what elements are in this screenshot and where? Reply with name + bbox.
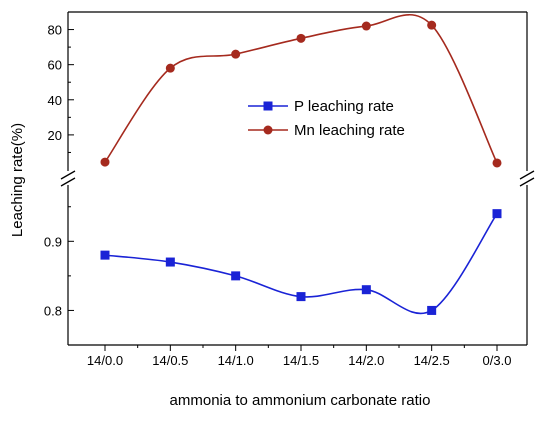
data-point-p xyxy=(165,257,175,267)
x-axis-label: ammonia to ammonium carbonate ratio xyxy=(170,392,431,409)
x-tick-label: 14/2.5 xyxy=(414,353,450,368)
y-axis-label: Leaching rate(%) xyxy=(9,123,26,237)
data-point-p xyxy=(100,250,110,260)
data-point-p xyxy=(427,305,437,315)
legend-marker-p xyxy=(263,101,273,111)
axis-break-mark-right xyxy=(519,170,535,180)
data-point-mn xyxy=(165,63,175,73)
y-tick-label-upper: 60 xyxy=(48,58,62,73)
x-tick-label: 0/3.0 xyxy=(483,353,512,368)
y-tick-label-lower: 0.8 xyxy=(44,303,62,318)
y-tick-label-upper: 40 xyxy=(48,93,62,108)
data-point-p xyxy=(492,209,502,219)
legend-label-mn: Mn leaching rate xyxy=(294,122,405,139)
x-tick-label: 14/0.5 xyxy=(152,353,188,368)
axis-break-mark-left xyxy=(60,177,76,187)
data-point-mn xyxy=(492,158,502,168)
data-point-p xyxy=(361,285,371,295)
x-tick-label: 14/1.0 xyxy=(218,353,254,368)
x-tick-label: 14/0.0 xyxy=(87,353,123,368)
data-point-mn xyxy=(296,33,306,43)
data-point-p xyxy=(231,271,241,281)
data-point-mn xyxy=(361,21,371,31)
x-tick-label: 14/1.5 xyxy=(283,353,319,368)
y-tick-label-lower: 0.9 xyxy=(44,234,62,249)
axis-break-mark-right xyxy=(519,177,535,187)
legend-marker-mn xyxy=(263,125,273,135)
data-point-p xyxy=(296,292,306,302)
x-tick-label: 14/2.0 xyxy=(348,353,384,368)
data-point-mn xyxy=(231,49,241,59)
legend-label-p: P leaching rate xyxy=(294,98,394,115)
data-point-mn xyxy=(100,157,110,167)
axis-break-mark-left xyxy=(60,170,76,180)
data-point-mn xyxy=(427,20,437,30)
y-tick-label-upper: 20 xyxy=(48,128,62,143)
y-tick-label-upper: 80 xyxy=(48,23,62,38)
